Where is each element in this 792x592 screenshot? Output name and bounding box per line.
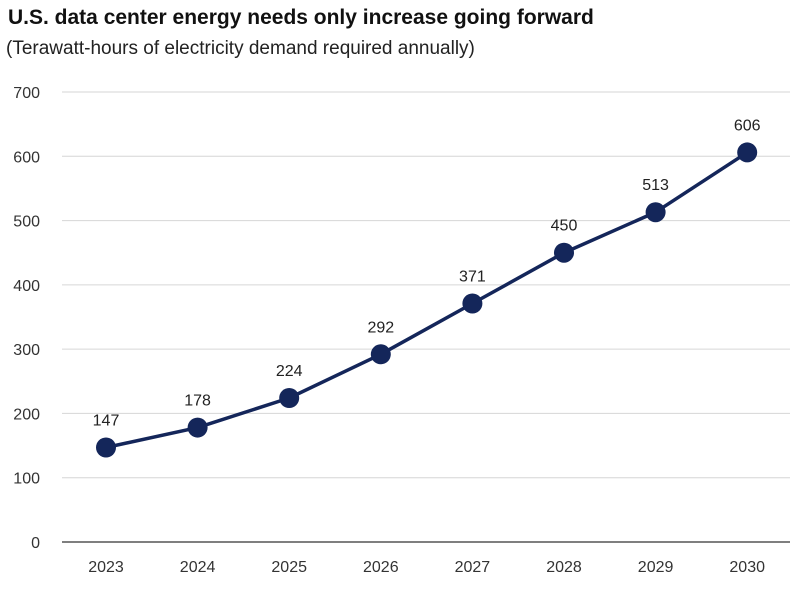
data-label: 147 — [93, 413, 120, 430]
x-tick-label: 2026 — [363, 559, 399, 576]
x-tick-label: 2025 — [271, 559, 307, 576]
y-tick-label: 500 — [13, 214, 40, 231]
gridlines — [62, 91, 790, 543]
data-label: 450 — [551, 218, 578, 235]
data-labels: 147 178 224 292 371 450 513 606 — [93, 117, 761, 429]
x-tick-label: 2029 — [638, 559, 674, 576]
data-label: 606 — [734, 117, 761, 134]
data-point — [187, 417, 208, 438]
x-tick-label: 2030 — [729, 559, 765, 576]
data-label: 224 — [276, 363, 303, 380]
chart-title: U.S. data center energy needs only incre… — [8, 6, 594, 29]
series-path — [105, 150, 749, 450]
data-label: 178 — [184, 393, 211, 410]
x-tick-label: 2027 — [455, 559, 491, 576]
data-point — [96, 437, 116, 458]
data-point — [462, 293, 483, 314]
data-point — [279, 388, 300, 408]
y-tick-label: 0 — [31, 535, 40, 552]
data-point — [737, 142, 758, 163]
data-points — [96, 142, 758, 458]
data-label: 371 — [459, 269, 486, 286]
data-label: 513 — [642, 177, 669, 194]
y-tick-label: 200 — [13, 406, 40, 423]
y-tick-label: 300 — [13, 342, 40, 359]
y-tick-label: 100 — [13, 471, 40, 488]
series-line — [105, 150, 749, 450]
data-point — [645, 202, 666, 223]
chart-subtitle: (Terawatt-hours of electricity demand re… — [6, 38, 475, 59]
x-tick-label: 2024 — [180, 559, 216, 576]
data-point — [554, 242, 574, 263]
x-tick-label: 2023 — [88, 559, 124, 576]
data-label: 292 — [367, 319, 394, 336]
y-tick-label: 600 — [13, 149, 40, 166]
x-tick-label: 2028 — [546, 559, 582, 576]
y-axis-ticks: 0 100 200 300 400 500 600 700 — [13, 85, 40, 552]
y-tick-label: 400 — [13, 278, 40, 295]
y-tick-label: 700 — [13, 85, 40, 102]
x-axis-ticks: 2023 2024 2025 2026 2027 2028 2029 2030 — [88, 559, 765, 576]
data-point — [370, 344, 391, 365]
